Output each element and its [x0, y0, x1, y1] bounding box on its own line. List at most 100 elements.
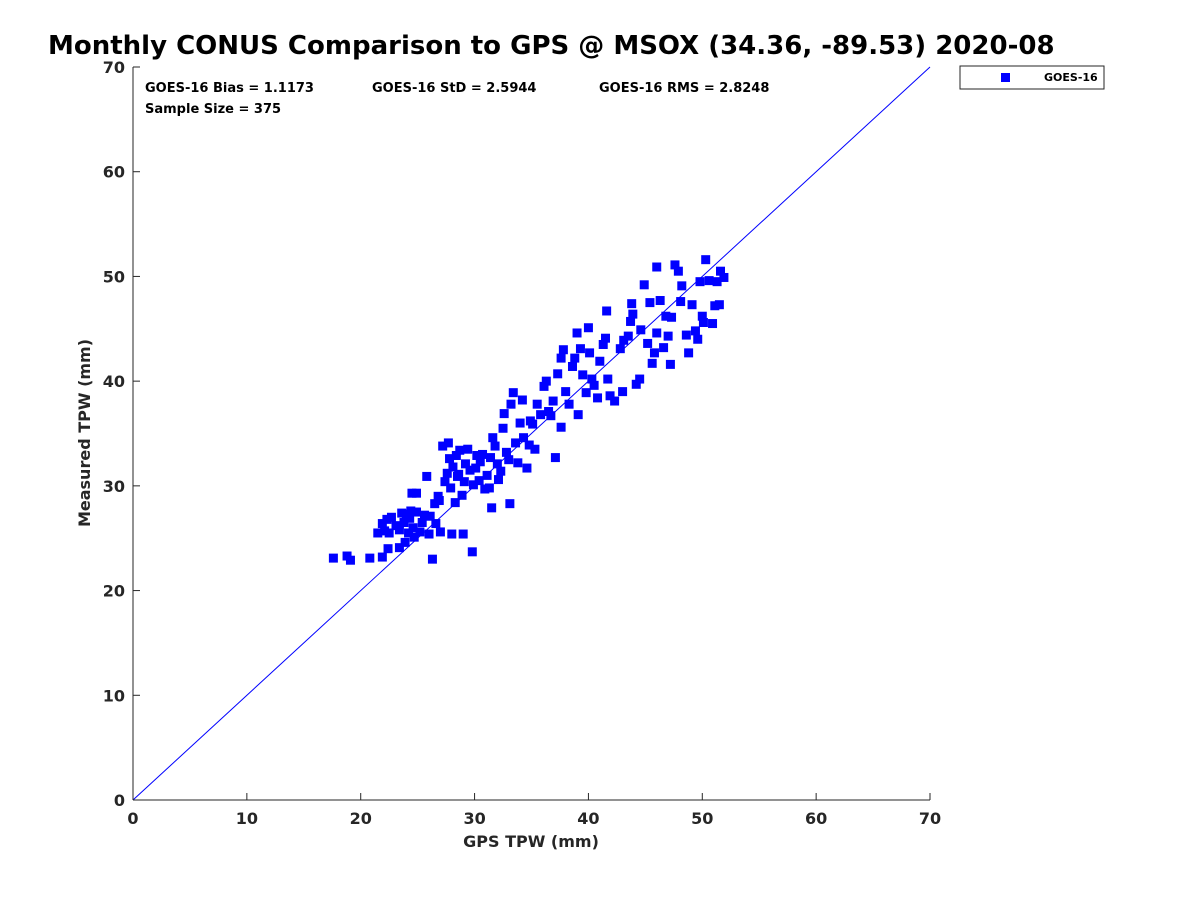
y-axis-ticks: 0 10 20 30 40 50 60 70: [103, 58, 140, 810]
data-point: [719, 272, 729, 282]
data-point: [661, 311, 671, 321]
data-point: [475, 457, 485, 467]
one-to-one-line: [132, 66, 931, 801]
data-point: [409, 532, 419, 542]
data-point: [377, 552, 387, 562]
data-point: [506, 399, 516, 409]
data-point: [446, 483, 456, 493]
y-tick-label: 60: [103, 163, 125, 182]
data-point: [384, 528, 394, 538]
data-point: [408, 523, 418, 533]
data-point: [550, 453, 560, 463]
data-point: [558, 345, 568, 355]
data-point: [490, 441, 500, 451]
data-point: [400, 537, 410, 547]
data-point: [548, 396, 558, 406]
data-point: [380, 526, 390, 536]
data-point: [468, 480, 478, 490]
data-point: [482, 470, 492, 480]
data-point: [698, 318, 708, 328]
data-point: [665, 359, 675, 369]
data-point: [484, 483, 494, 493]
x-axis-ticks: 0 10 20 30 40 50 60 70: [127, 793, 941, 828]
data-point: [601, 333, 611, 343]
data-point: [673, 266, 683, 276]
x-tick-label: 60: [805, 809, 827, 828]
data-point: [412, 488, 422, 498]
x-tick-label: 50: [691, 809, 713, 828]
std-annotation: GOES-16 StD = 2.5944: [372, 81, 536, 96]
data-point: [643, 338, 653, 348]
data-point: [615, 344, 625, 354]
data-point: [365, 553, 375, 563]
data-point: [450, 498, 460, 508]
series-goes-16-points: [328, 255, 729, 565]
y-tick-label: 0: [114, 791, 125, 810]
data-point: [442, 468, 452, 478]
data-point: [652, 262, 662, 272]
data-point: [687, 300, 697, 310]
y-tick-label: 70: [103, 58, 125, 77]
data-point: [618, 387, 628, 397]
rms-annotation: GOES-16 RMS = 2.8248: [599, 81, 769, 96]
data-point: [458, 529, 468, 539]
data-point: [328, 553, 338, 563]
data-point: [697, 311, 707, 321]
data-point: [445, 454, 455, 464]
data-point: [556, 422, 566, 432]
x-tick-label: 40: [577, 809, 599, 828]
data-point: [459, 477, 469, 487]
data-point: [567, 361, 577, 371]
data-point: [605, 391, 615, 401]
data-point: [488, 433, 498, 443]
data-point: [405, 513, 415, 523]
data-point: [667, 312, 677, 322]
x-tick-label: 70: [919, 809, 941, 828]
data-point: [486, 453, 496, 463]
data-point: [435, 527, 445, 537]
data-point: [652, 328, 662, 338]
y-tick-label: 50: [103, 267, 125, 286]
data-point: [345, 555, 355, 565]
legend-box: [959, 65, 1105, 90]
data-point: [460, 459, 470, 469]
data-point: [693, 334, 703, 344]
data-point: [427, 554, 437, 564]
data-point: [480, 484, 490, 494]
data-point: [695, 277, 705, 287]
data-point: [425, 511, 435, 521]
data-point: [417, 518, 427, 528]
data-point: [513, 458, 523, 468]
data-point: [430, 499, 440, 509]
data-point: [635, 374, 645, 384]
data-point: [626, 316, 636, 326]
data-point: [463, 444, 473, 454]
data-point: [587, 374, 597, 384]
data-point: [684, 348, 694, 358]
data-point: [573, 410, 583, 420]
x-axis-label: GPS TPW (mm): [463, 832, 599, 851]
chart-title: Monthly CONUS Comparison to GPS @ MSOX (…: [48, 31, 1055, 61]
data-point: [478, 449, 488, 459]
legend-label-goes-16: GOES-16: [1044, 71, 1098, 84]
data-point: [561, 387, 571, 397]
data-point: [704, 276, 714, 286]
data-point: [572, 328, 582, 338]
data-point: [564, 399, 574, 409]
data-point: [610, 396, 620, 406]
x-tick-label: 10: [236, 809, 258, 828]
y-tick-label: 20: [103, 582, 125, 601]
data-point: [496, 466, 506, 476]
legend-marker-goes-16: [1001, 73, 1010, 82]
data-point: [394, 543, 404, 553]
data-point: [716, 266, 726, 276]
data-point: [407, 488, 417, 498]
data-point: [677, 281, 687, 291]
data-point: [448, 462, 458, 472]
data-point: [467, 547, 477, 557]
data-point: [487, 503, 497, 513]
data-point: [595, 356, 605, 366]
data-point: [536, 410, 546, 420]
data-point: [434, 496, 444, 506]
